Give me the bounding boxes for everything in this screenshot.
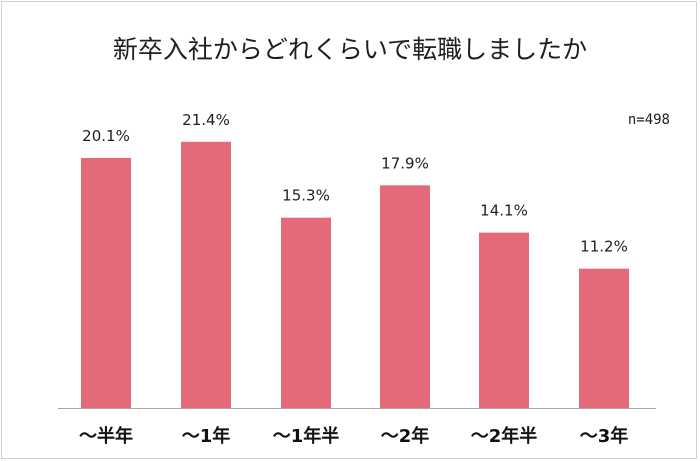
category-label-3: ～1年半 [273, 425, 340, 447]
category-label-1: ～半年 [79, 425, 133, 447]
bar-2 [181, 141, 231, 408]
data-label-2: 21.4% [182, 111, 230, 129]
data-label-1: 20.1% [82, 127, 130, 145]
bar-1 [81, 157, 131, 408]
category-label-6: ～3年 [580, 425, 629, 447]
data-label-3: 15.3% [282, 187, 330, 205]
bar-3 [281, 217, 331, 408]
category-label-4: ～2年 [381, 425, 430, 447]
chart-title: 新卒入社からどれくらいで転職しましたか [112, 35, 588, 64]
data-label-6: 11.2% [580, 238, 628, 256]
category-label-2: ～1年 [182, 425, 231, 447]
category-label-5: ～2年半 [471, 425, 538, 447]
bar-5 [479, 232, 529, 408]
bar-6 [579, 268, 629, 408]
bar-4 [380, 185, 430, 408]
sample-size-label: n=498 [627, 112, 670, 128]
data-label-5: 14.1% [480, 202, 528, 220]
data-label-4: 17.9% [381, 154, 429, 172]
